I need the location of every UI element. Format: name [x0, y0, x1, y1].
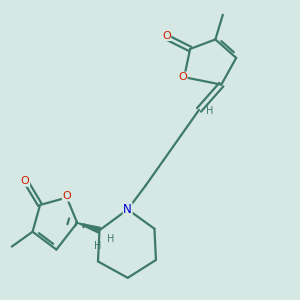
Text: O: O [178, 72, 187, 82]
Text: H: H [206, 106, 213, 116]
Text: H: H [94, 241, 102, 251]
Text: N: N [123, 203, 132, 216]
Polygon shape [77, 223, 101, 233]
Text: O: O [162, 31, 171, 40]
Text: H: H [107, 234, 114, 244]
Text: O: O [62, 191, 71, 201]
Text: O: O [21, 176, 29, 186]
